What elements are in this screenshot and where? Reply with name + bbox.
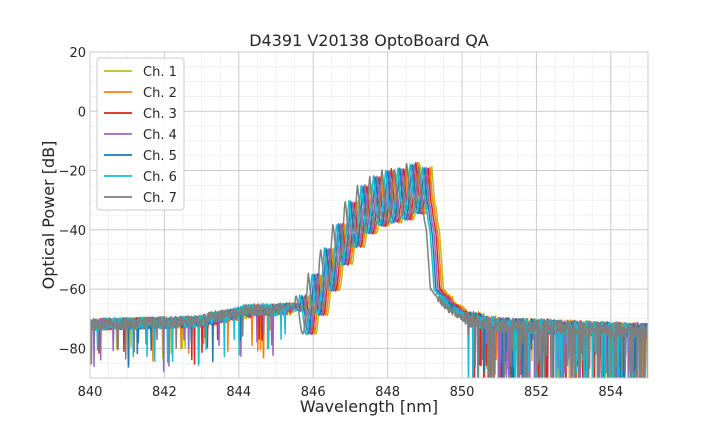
x-tick-label: 854: [598, 385, 623, 400]
y-tick-label: 0: [78, 105, 86, 120]
x-tick-labels: 840 842 844 846 848 850 852 854: [78, 385, 624, 400]
y-tick-label: −20: [59, 165, 86, 180]
x-tick-label: 844: [226, 385, 251, 400]
y-tick-label: −80: [59, 342, 86, 357]
x-tick-label: 846: [301, 385, 326, 400]
legend-label: Ch. 1: [143, 65, 177, 80]
x-tick-label: 848: [375, 385, 400, 400]
y-axis-label: Optical Power [dB]: [39, 141, 58, 290]
x-tick-label: 842: [152, 385, 177, 400]
y-tick-label: −40: [59, 224, 86, 239]
legend-box: [96, 57, 185, 211]
x-tick-label: 850: [450, 385, 475, 400]
series-layer: [90, 161, 648, 378]
series-line-ch-7: [90, 162, 648, 378]
legend-label: Ch. 7: [143, 191, 177, 206]
x-tick-label: 852: [524, 385, 549, 400]
x-tick-label: 840: [78, 385, 103, 400]
legend: Ch. 1 Ch. 2 Ch. 3 Ch. 4 Ch. 5 Ch. 6 Ch. 7: [96, 57, 185, 211]
legend-label: Ch. 3: [143, 107, 177, 122]
chart-title: D4391 V20138 OptoBoard QA: [249, 31, 489, 50]
legend-label: Ch. 2: [143, 86, 177, 101]
y-tick-labels: 20 0 −20 −40 −60 −80: [59, 46, 86, 357]
legend-label: Ch. 4: [143, 128, 177, 143]
y-tick-label: −60: [59, 283, 86, 298]
legend-label: Ch. 5: [143, 149, 177, 164]
y-tick-label: 20: [69, 46, 86, 61]
plot-frame: [89, 51, 649, 379]
legend-label: Ch. 6: [143, 170, 177, 185]
x-axis-label: Wavelength [nm]: [300, 397, 438, 416]
